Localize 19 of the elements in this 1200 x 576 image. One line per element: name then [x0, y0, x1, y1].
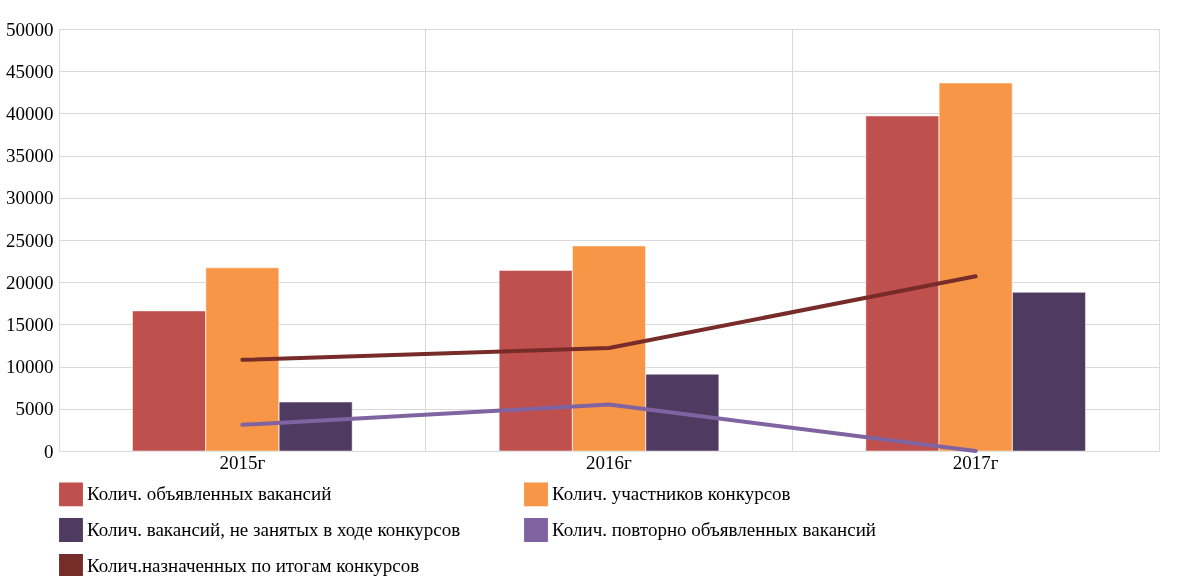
legend-label: Колич. вакансий, не занятых в ходе конкурсов	[87, 519, 461, 540]
legend-label: Колич. объявленных вакансий	[87, 483, 332, 505]
legend-label: Колич. повторно объявленных вакансий	[552, 519, 877, 540]
x-tick-label: 2016г	[586, 451, 633, 473]
legend-label: Колич. участников конкурсов	[552, 483, 791, 505]
y-tick-label: 30000	[6, 187, 54, 209]
y-tick-label: 10000	[6, 356, 54, 378]
y-tick-label: 40000	[6, 102, 54, 124]
y-tick-label: 35000	[6, 145, 54, 167]
y-tick-label: 20000	[6, 271, 54, 293]
y-tick-label: 5000	[15, 398, 54, 420]
x-tick-label: 2015г	[219, 451, 266, 473]
legend-label: Колич.назначенных по итогам конкурсов	[87, 555, 420, 576]
x-tick-label: 2017г	[952, 451, 999, 473]
y-tick-label: 25000	[6, 229, 54, 251]
y-tick-label: 45000	[6, 60, 54, 82]
y-tick-label: 0	[44, 440, 54, 462]
y-tick-label: 15000	[6, 313, 54, 335]
y-tick-label: 50000	[6, 18, 54, 40]
